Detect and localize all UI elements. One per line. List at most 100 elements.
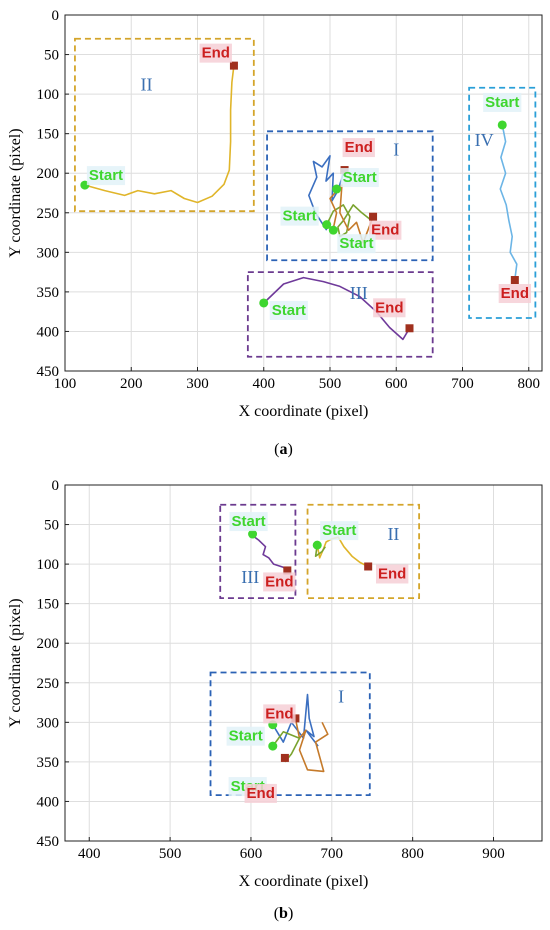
chart-1-start-marker bbox=[268, 741, 278, 751]
chart-1-x-tick-label: 700 bbox=[321, 846, 344, 862]
chart-1-trajectory-line bbox=[314, 544, 326, 557]
chart-0-trajectory-line bbox=[263, 276, 411, 341]
chart-0-region-box bbox=[74, 37, 255, 213]
chart-1-y-tick-label: 450 bbox=[37, 834, 60, 850]
chart-1-start-marker bbox=[248, 529, 258, 539]
chart-1-trajectory-line bbox=[294, 718, 329, 773]
chart-0-end-marker bbox=[510, 276, 519, 285]
chart-0-x-tick-label: 500 bbox=[319, 376, 342, 392]
chart-0-y-tick-label: 150 bbox=[37, 127, 60, 143]
chart-1-trajectory-line bbox=[272, 731, 301, 763]
chart-0-y-tick-label: 400 bbox=[37, 324, 60, 340]
chart-1-y-tick-label: 200 bbox=[37, 636, 60, 652]
chart-1-panel-caption: (b) bbox=[274, 905, 294, 922]
chart-0-region-label: I bbox=[393, 139, 399, 159]
chart-0-start-marker bbox=[328, 225, 338, 235]
chart-1-region-label: II bbox=[387, 524, 399, 544]
chart-1-plot-frame bbox=[64, 484, 543, 842]
chart-1-y-tick-label: 50 bbox=[44, 518, 59, 534]
chart-0-end-label: End bbox=[375, 299, 403, 316]
chart-1-end-marker bbox=[280, 753, 289, 762]
chart-0-y-tick-label: 0 bbox=[52, 8, 60, 24]
chart-1-end-label: End bbox=[247, 785, 275, 802]
chart-0-region-label: II bbox=[140, 75, 152, 95]
chart-0-label-background bbox=[498, 284, 532, 304]
chart-0-start-label: Start bbox=[89, 167, 123, 184]
chart-0-x-tick-label: 300 bbox=[186, 376, 209, 392]
chart-1-y-tick-label: 150 bbox=[37, 597, 60, 613]
chart-0-end-marker bbox=[405, 324, 414, 333]
chart-1-region-box bbox=[306, 503, 421, 600]
chart-0-label-background bbox=[483, 92, 522, 112]
chart-0-region-box bbox=[246, 271, 434, 358]
chart-0-label-background bbox=[269, 300, 308, 320]
chart-1-end-label: End bbox=[265, 705, 293, 722]
chart-0-panel-caption: (a) bbox=[274, 441, 293, 458]
chart-1-label-background bbox=[263, 572, 296, 592]
chart-1-region-label: I bbox=[338, 686, 344, 706]
chart-0-end-label: End bbox=[501, 285, 529, 302]
chart-0-y-tick-label: 50 bbox=[44, 48, 59, 64]
chart-0-x-tick-label: 200 bbox=[120, 376, 143, 392]
chart-1-start-label: Start bbox=[231, 513, 265, 530]
chart-1-start-marker bbox=[312, 540, 322, 550]
chart-0-region-box bbox=[266, 130, 434, 262]
chart-0-end-label: End bbox=[345, 139, 373, 156]
chart-0-label-background bbox=[340, 168, 379, 188]
chart-0-y-tick-label: 350 bbox=[37, 285, 60, 301]
chart-1-y-axis-label: Y coordinate (pixel) bbox=[7, 598, 24, 727]
chart-0-trajectory-line bbox=[84, 65, 235, 204]
chart-0-x-axis-label: X coordinate (pixel) bbox=[239, 403, 369, 420]
chart-1-y-tick-label: 250 bbox=[37, 676, 60, 692]
chart-0-y-tick-label: 450 bbox=[37, 364, 60, 380]
chart-0-y-tick-label: 200 bbox=[37, 166, 60, 182]
chart-1-x-tick-label: 500 bbox=[159, 846, 182, 862]
chart-0-end-label: End bbox=[371, 222, 399, 239]
chart-0-region-label: IV bbox=[475, 130, 494, 150]
chart-1-label-background bbox=[263, 704, 296, 724]
chart-1-x-tick-label: 400 bbox=[78, 846, 101, 862]
chart-1-label-background bbox=[226, 726, 265, 746]
chart-0-y-tick-label: 300 bbox=[37, 245, 60, 261]
chart-0-plot-frame bbox=[64, 14, 543, 372]
chart-0-x-tick-label: 400 bbox=[253, 376, 276, 392]
chart-0-label-background bbox=[199, 43, 232, 63]
chart-1-end-marker bbox=[283, 566, 292, 575]
chart-0-start-marker bbox=[322, 220, 332, 230]
chart-1-x-tick-label: 600 bbox=[240, 846, 263, 862]
chart-1-y-tick-label: 400 bbox=[37, 794, 60, 810]
chart-0-x-tick-label: 100 bbox=[54, 376, 77, 392]
chart-1-x-axis-label: X coordinate (pixel) bbox=[239, 873, 369, 890]
chart-0-trajectory-line bbox=[499, 124, 518, 281]
chart-0-label-background bbox=[369, 220, 402, 240]
chart-0-label-background bbox=[373, 298, 406, 318]
panel-b: 400 500 600 700 800 900 0 50 100 150 200 250 300 350 4… bbox=[7, 478, 543, 922]
chart-0-x-tick-label: 800 bbox=[518, 376, 541, 392]
chart-1-x-tick-label: 800 bbox=[401, 846, 424, 862]
chart-0-y-axis-label: Y coordinate (pixel) bbox=[7, 128, 24, 257]
chart-1-y-tick-label: 300 bbox=[37, 715, 60, 731]
chart-0-start-label: Start bbox=[485, 94, 519, 111]
chart-1-trajectory-line bbox=[252, 534, 288, 572]
chart-0-y-tick-label: 250 bbox=[37, 206, 60, 222]
chart-1-label-background bbox=[320, 521, 359, 541]
chart-0-region-label: III bbox=[350, 283, 368, 303]
chart-1-y-tick-label: 350 bbox=[37, 755, 60, 771]
chart-0-x-tick-label: 600 bbox=[385, 376, 408, 392]
chart-1-region-label: III bbox=[241, 567, 259, 587]
panel-a: 100 200 300 400 500 600 700 800 0 50 100 150 200 250 3… bbox=[7, 8, 543, 458]
chart-0-label-background bbox=[280, 206, 319, 226]
chart-0-trajectory-line bbox=[308, 155, 346, 231]
chart-1-end-label: End bbox=[378, 565, 406, 582]
chart-0-start-label: Start bbox=[283, 208, 317, 225]
chart-1-y-tick-label: 0 bbox=[52, 478, 60, 494]
chart-0-start-marker bbox=[332, 184, 342, 194]
chart-0-label-background bbox=[86, 166, 126, 186]
chart-0-label-background bbox=[342, 138, 375, 158]
chart-1-trajectory-line bbox=[272, 693, 319, 747]
chart-0-x-tick-label: 700 bbox=[451, 376, 474, 392]
chart-0-start-label: Start bbox=[343, 169, 377, 186]
chart-1-region-box bbox=[209, 671, 371, 797]
chart-1-start-label: Start bbox=[229, 728, 263, 745]
